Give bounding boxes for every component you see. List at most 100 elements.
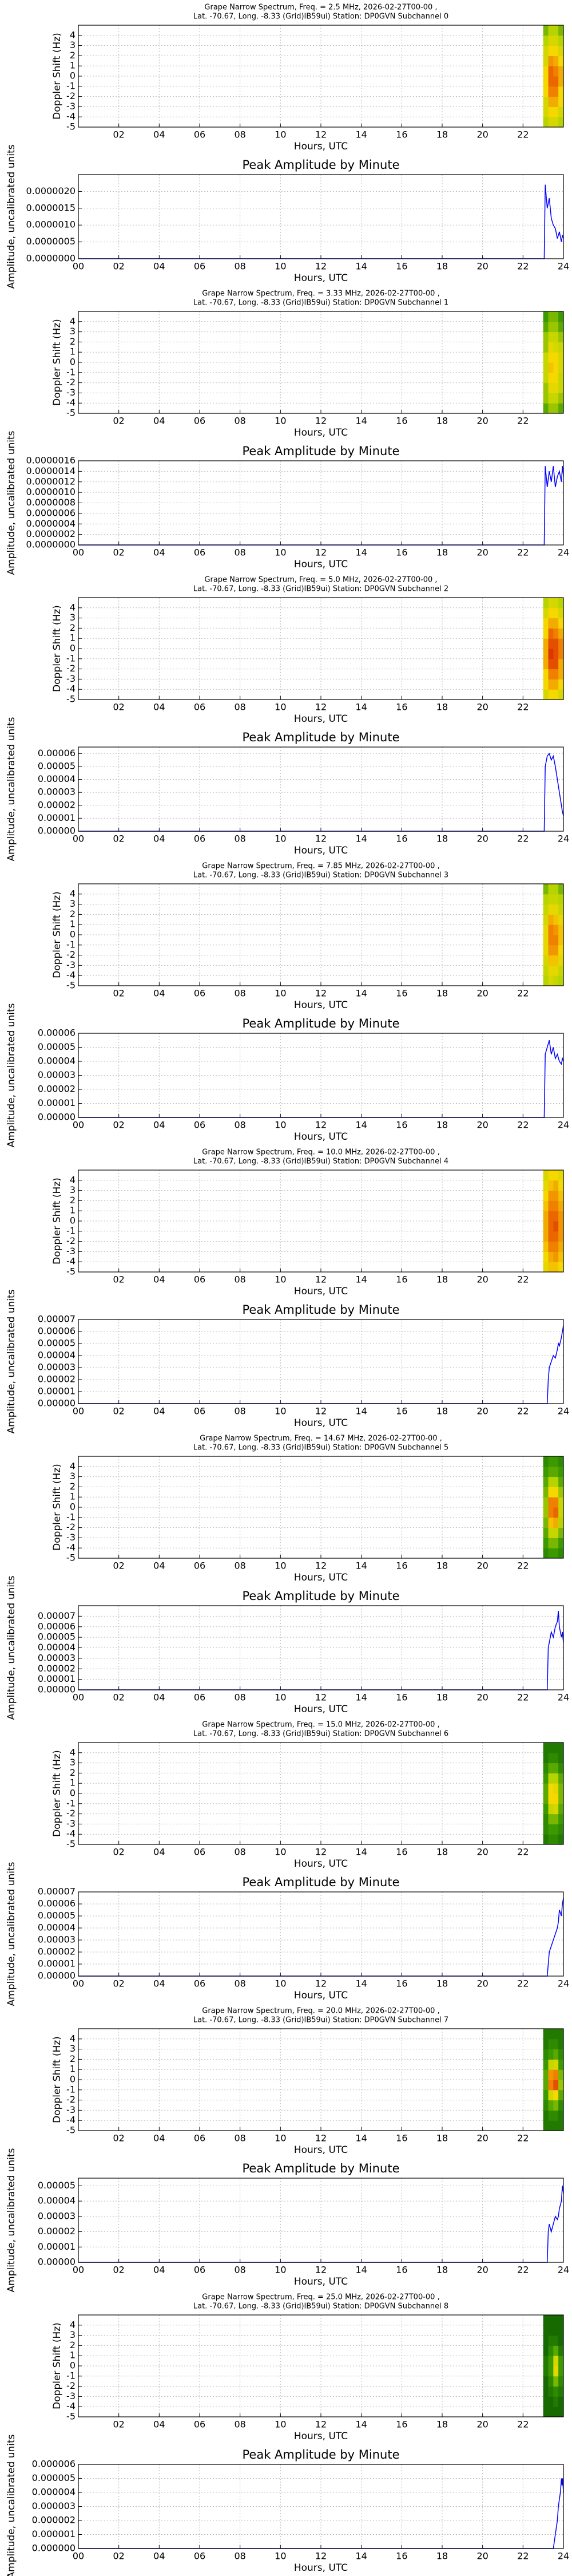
chart-subtitle: Lat. -70.67, Long. -8.33 (Grid)IB59ui) S… xyxy=(193,1444,448,1452)
x-tick-label: 14 xyxy=(355,416,367,426)
x-tick-label: 06 xyxy=(194,2551,205,2562)
y-tick-label: -4 xyxy=(66,2401,76,2412)
y-tick-label: 0.00006 xyxy=(38,748,76,758)
spectrogram-cell xyxy=(548,1221,554,1232)
spectrogram-cell xyxy=(553,362,559,373)
spectrogram-cell xyxy=(553,894,559,905)
x-tick-label: 18 xyxy=(436,1120,448,1131)
spectrogram-cell xyxy=(543,2407,549,2417)
spectrogram-cell xyxy=(548,45,554,56)
spectrogram-cell xyxy=(548,658,554,670)
spectrogram-cell xyxy=(558,658,564,670)
y-tick-label: 0.00001 xyxy=(38,1673,76,1684)
x-tick-label: 14 xyxy=(355,2551,367,2562)
spectrogram-cell xyxy=(548,1824,554,1835)
spectrogram-cell xyxy=(543,382,549,393)
y-tick-label: 0.0000010 xyxy=(26,219,76,230)
spectrogram-cell xyxy=(548,1783,554,1794)
x-tick-label: 18 xyxy=(436,2419,448,2430)
spectrogram-cell xyxy=(543,1773,549,1784)
spectrogram-cell xyxy=(548,76,554,87)
y-tick-label: -3 xyxy=(66,101,76,112)
x-tick-label: 22 xyxy=(517,129,529,140)
x-axis-label: Hours, UTC xyxy=(294,559,348,570)
spectrogram-cell xyxy=(548,311,554,322)
y-tick-label: -4 xyxy=(66,1542,76,1553)
x-tick-label: 10 xyxy=(275,2133,286,2144)
spectrogram-cell xyxy=(553,1231,559,1242)
x-axis-label: Hours, UTC xyxy=(294,713,348,725)
x-tick-label: 14 xyxy=(355,1560,367,1571)
y-tick-label: 0.00001 xyxy=(38,1097,76,1108)
chart-subtitle: Lat. -70.67, Long. -8.33 (Grid)IB59ui) S… xyxy=(193,871,448,880)
spectrogram-cell xyxy=(548,2396,554,2407)
y-tick-label: 0.00004 xyxy=(38,2195,76,2206)
spectrogram-cell xyxy=(543,1262,549,1273)
spectrogram-cell xyxy=(553,311,559,322)
x-tick-label: 04 xyxy=(153,2419,165,2430)
spectrogram-cell xyxy=(553,1170,559,1181)
y-tick-label: 2 xyxy=(70,50,76,61)
y-tick-label: 0.00005 xyxy=(38,760,76,771)
spectrogram-cell xyxy=(548,2120,554,2131)
chart-title: Peak Amplitude by Minute xyxy=(243,444,400,458)
spectrogram-cell xyxy=(558,669,564,679)
x-tick-label: 02 xyxy=(113,2265,124,2275)
y-tick-label: -4 xyxy=(66,1828,76,1839)
spectrogram-cell xyxy=(553,965,559,976)
x-tick-label: 04 xyxy=(153,129,165,140)
spectrogram-cell xyxy=(553,1803,559,1815)
spectrogram-cell xyxy=(543,2038,549,2050)
x-tick-label: 06 xyxy=(194,1847,205,1858)
spectrogram-cell xyxy=(548,1170,554,1181)
plot-frame xyxy=(78,746,564,832)
y-tick-label: -1 xyxy=(66,1225,76,1236)
y-tick-label: 0.00002 xyxy=(38,1084,76,1095)
spectrogram-cell xyxy=(548,56,554,66)
x-tick-label: 12 xyxy=(315,2551,327,2562)
spectrogram-cell xyxy=(553,1476,559,1487)
spectrogram-cell xyxy=(553,618,559,629)
x-tick-label: 06 xyxy=(194,1560,205,1571)
spectrogram-cell xyxy=(558,2396,564,2407)
spectrogram-cell xyxy=(548,1763,554,1773)
x-tick-label: 02 xyxy=(113,702,124,713)
x-tick-label: 04 xyxy=(153,2551,165,2562)
y-tick-label: -1 xyxy=(66,653,76,663)
x-tick-label: 00 xyxy=(73,2265,84,2275)
spectrogram-cell xyxy=(558,1824,564,1835)
y-tick-label: 3 xyxy=(70,2043,76,2054)
chart-title: Peak Amplitude by Minute xyxy=(243,1303,400,1317)
y-tick-label: -1 xyxy=(66,2370,76,2381)
spectrogram-cell xyxy=(543,45,549,56)
x-tick-label: 04 xyxy=(153,1560,165,1571)
x-tick-label: 06 xyxy=(194,1274,205,1285)
spectrogram-cell xyxy=(543,2386,549,2397)
x-tick-label: 16 xyxy=(396,2265,407,2275)
plot-frame xyxy=(78,1742,564,1845)
y-tick-label: 0.00000 xyxy=(38,1398,76,1409)
y-tick-label: 0.00002 xyxy=(38,1374,76,1385)
x-tick-label: 22 xyxy=(517,2265,529,2275)
x-tick-label: 16 xyxy=(396,702,407,713)
data-line xyxy=(78,1325,564,1404)
y-tick-label: -5 xyxy=(66,2411,76,2422)
y-tick-label: 0.00006 xyxy=(38,1028,76,1038)
x-tick-label: 12 xyxy=(315,833,327,844)
plot-frame xyxy=(78,1170,564,1273)
x-tick-label: 00 xyxy=(73,1692,84,1703)
x-tick-label: 04 xyxy=(153,1406,165,1417)
spectrogram-cell xyxy=(553,45,559,56)
spectrogram-cell xyxy=(548,649,554,659)
y-tick-label: 0.000005 xyxy=(32,2472,76,2483)
y-tick-label: 0.00004 xyxy=(38,1350,76,1361)
spectrogram-cell xyxy=(553,2345,559,2356)
spectrogram-cell xyxy=(553,342,559,353)
y-tick-label: 2 xyxy=(70,336,76,347)
spectrogram-cell xyxy=(543,658,549,670)
spectrogram-cell xyxy=(553,321,559,333)
y-tick-label: 0.00003 xyxy=(38,1362,76,1373)
x-tick-label: 24 xyxy=(558,2551,569,2562)
x-tick-label: 10 xyxy=(275,1120,286,1131)
y-tick-label: -4 xyxy=(66,111,76,122)
